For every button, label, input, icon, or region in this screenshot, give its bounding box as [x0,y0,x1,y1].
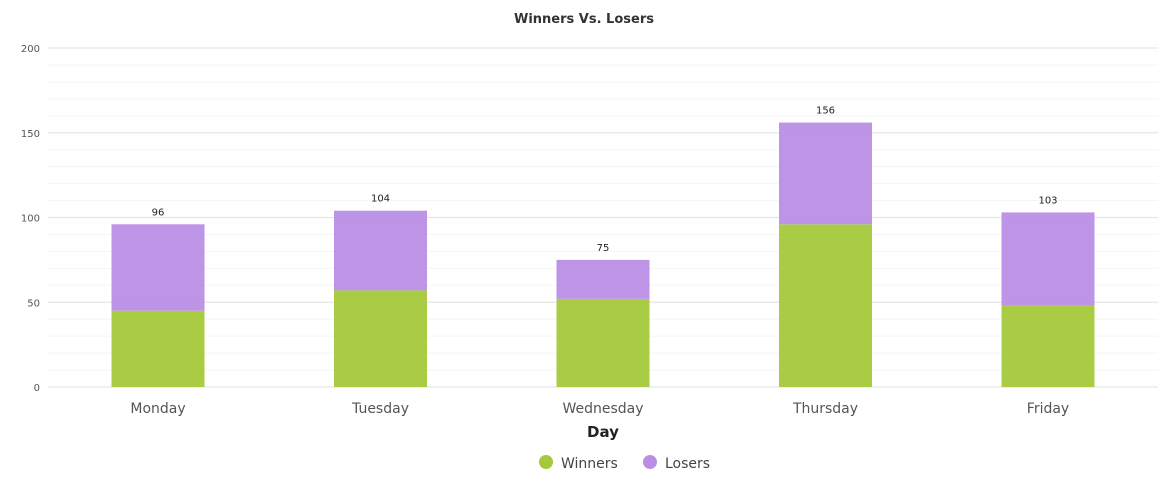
x-tick-label: Wednesday [562,401,643,417]
bar-losers-monday[interactable] [111,224,205,311]
x-tick-label: Thursday [792,401,858,417]
y-tick-label: 200 [21,44,40,55]
y-tick-label: 150 [21,129,40,140]
bar-winners-wednesday[interactable] [556,298,650,387]
x-tick-label: Friday [1027,401,1069,417]
bar-losers-tuesday[interactable] [334,210,427,291]
legend-item-losers[interactable]: Losers [643,455,710,472]
legend-marker [539,455,553,469]
bar-winners-tuesday[interactable] [334,290,427,387]
y-tick-label: 50 [27,298,40,309]
legend-item-winners[interactable]: Winners [539,455,618,472]
bar-losers-friday[interactable] [1001,212,1095,306]
chart-title: Winners Vs. Losers [514,12,654,27]
total-labels: 96 104 75 156 103 [152,106,1058,254]
x-axis-label: Day [587,423,619,441]
legend-marker [643,455,657,469]
total-label: 96 [152,207,165,218]
total-label: 156 [816,106,835,117]
bar-winners-monday[interactable] [111,310,205,387]
x-axis-ticks: Monday Tuesday Wednesday Thursday Friday [130,401,1069,417]
bar-losers-thursday[interactable] [779,122,872,225]
bars [111,122,1095,387]
bar-winners-friday[interactable] [1001,305,1095,387]
bar-losers-wednesday[interactable] [556,259,650,299]
bar-winners-thursday[interactable] [779,224,872,387]
total-label: 75 [597,243,610,254]
x-tick-label: Tuesday [351,401,409,417]
y-tick-label: 100 [21,214,40,225]
x-tick-label: Monday [130,401,185,417]
legend-label: Winners [561,456,618,472]
total-label: 104 [371,194,390,205]
y-axis-ticks: 0 50 100 150 200 [21,44,40,394]
total-label: 103 [1038,195,1057,206]
legend: Winners Losers [539,455,710,472]
legend-label: Losers [665,456,710,472]
y-tick-label: 0 [34,383,40,394]
